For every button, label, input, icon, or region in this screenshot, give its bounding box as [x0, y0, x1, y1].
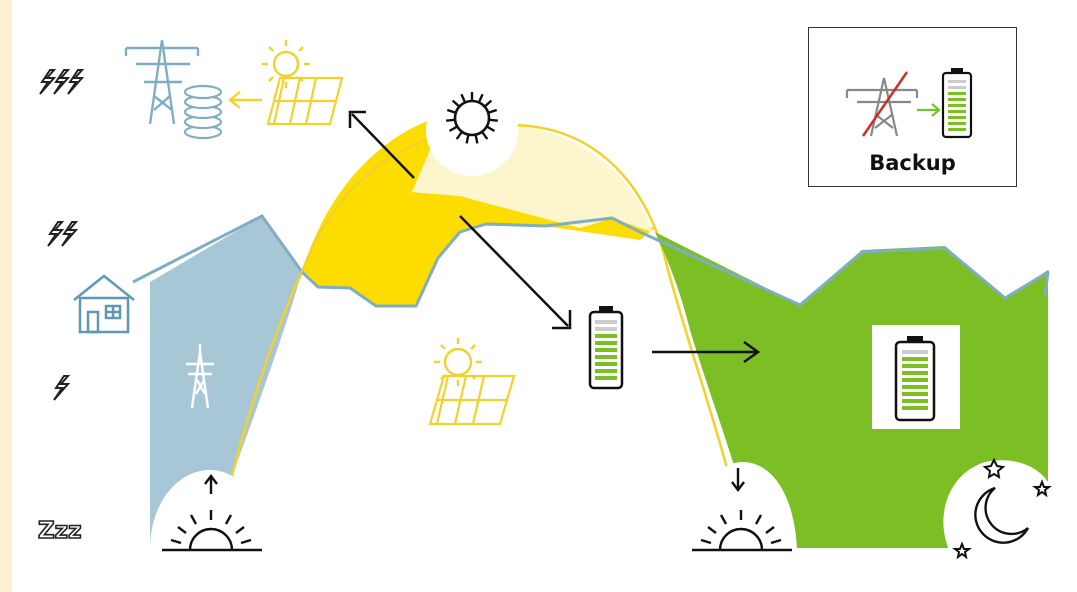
solar-panel-icon-top: [266, 76, 344, 126]
house-icon: [73, 274, 135, 334]
moon-icon: [974, 486, 1030, 544]
sun-cutout: [426, 84, 518, 176]
zzz-icon: Zzz: [38, 518, 81, 544]
consumption-profile-line: [300, 216, 1050, 308]
star-icon: [952, 457, 1052, 560]
triple-lightning-icon: [39, 69, 85, 95]
legend-battery-icon: [941, 68, 973, 139]
solar-panel-icon-middle: [428, 374, 516, 426]
arrow-to-feed-in: [348, 110, 415, 179]
arrow-battery-to-night: [652, 340, 761, 364]
arrow-to-battery: [459, 215, 572, 330]
sunset-bump: [688, 462, 797, 550]
feed-in-tower-icon: [124, 39, 200, 125]
grid-roof-line: [132, 214, 304, 284]
double-lightning-icon: [47, 221, 79, 247]
coin-stack-icon: [183, 84, 223, 140]
small-sun-icon-top: [262, 40, 310, 88]
battery-full-icon: [894, 336, 936, 422]
battery-icon: [588, 306, 624, 390]
green-arrow-icon: [917, 103, 941, 117]
solar-direct-use-area: [302, 115, 655, 306]
sunset-icon: [692, 468, 792, 552]
small-sun-icon-middle: [434, 338, 482, 386]
single-lightning-icon: [53, 375, 71, 401]
backup-legend-box: Backup: [808, 27, 1017, 187]
strike-line: [861, 71, 909, 137]
backup-label: Backup: [869, 151, 956, 175]
sun-icon: [444, 90, 500, 145]
feed-in-arrow-icon: [228, 91, 262, 109]
grid-consumption-area: [150, 216, 302, 548]
grid-tower-icon: [186, 344, 214, 409]
backup-illustration: [845, 68, 973, 139]
sunrise-icon: [162, 474, 262, 552]
